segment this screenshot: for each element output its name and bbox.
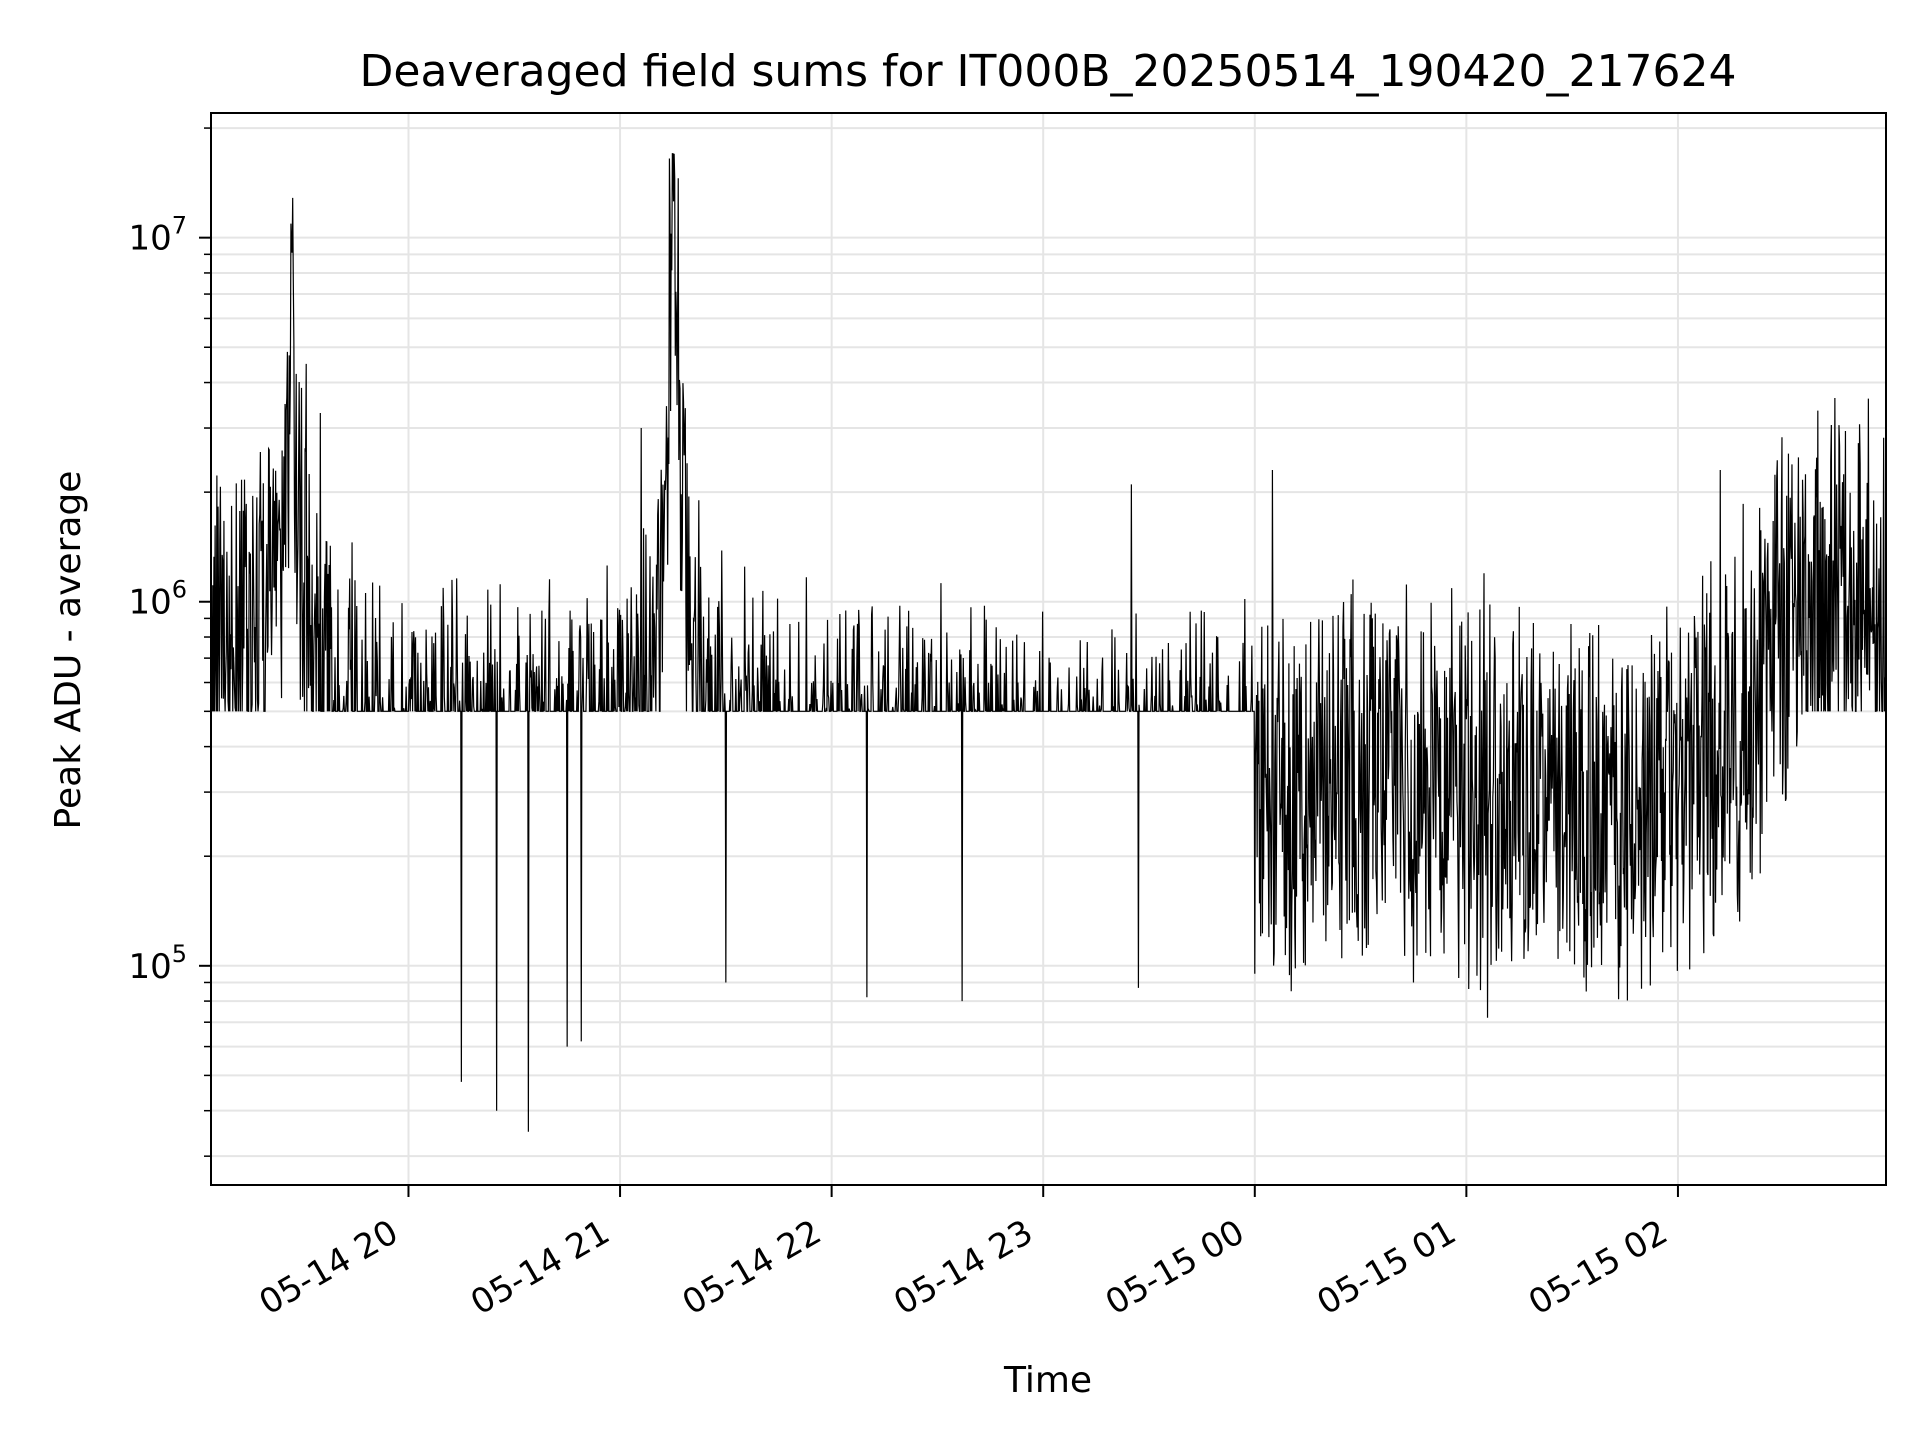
plot-frame — [210, 112, 1887, 1186]
chart-title: Deaveraged field sums for IT000B_2025051… — [360, 46, 1737, 97]
y-tick-label-base: 10 — [128, 947, 171, 987]
x-axis-label: Time — [1003, 1360, 1092, 1401]
y-tick-label-base: 10 — [128, 583, 171, 623]
y-tick-label-exponent: 7 — [172, 212, 187, 240]
y-tick-label: 107 — [128, 212, 187, 259]
y-tick-label: 105 — [128, 940, 187, 987]
y-tick-label-exponent: 6 — [172, 576, 187, 604]
y-tick-label: 106 — [128, 576, 187, 623]
y-tick-label-exponent: 5 — [172, 940, 187, 968]
y-axis-label: Peak ADU - average — [48, 471, 89, 830]
y-tick-label-base: 10 — [128, 219, 171, 259]
grid-lines — [211, 113, 1886, 1185]
series-line — [210, 153, 1887, 1132]
